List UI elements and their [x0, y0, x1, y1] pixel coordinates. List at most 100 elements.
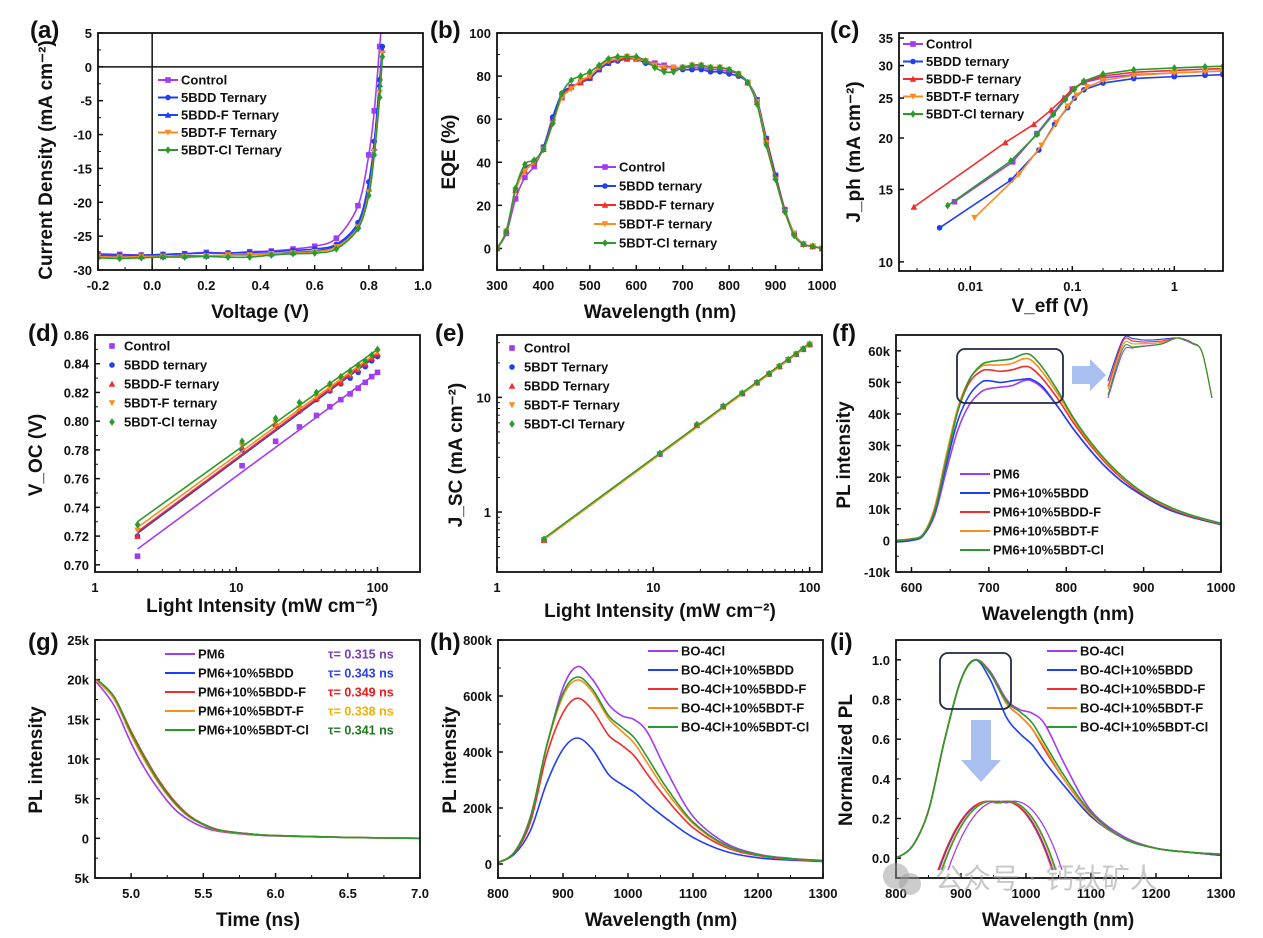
legend-marker: [109, 418, 115, 426]
legend-item: 5BDT-F ternary: [594, 217, 713, 232]
panel-h: (h) 800 900 1000 1100 1200 1300 0 200k 400k 600k 80…: [430, 629, 837, 931]
data-point: [203, 252, 210, 261]
x-tick-label: 1: [91, 580, 98, 595]
legend-marker: [108, 380, 116, 387]
data-point: [371, 151, 378, 159]
series-d-4: [134, 345, 381, 529]
y-tick-label: 0.72: [64, 529, 89, 544]
x-tick-label: 800: [718, 278, 740, 293]
data-point: [355, 361, 361, 369]
data-point: [717, 68, 723, 75]
data-point: [1073, 92, 1080, 99]
x-tick-label: 0.1: [1063, 279, 1081, 294]
legend-label: Control: [124, 339, 170, 354]
inset-curve: [1107, 337, 1213, 399]
legend-item: PM6+10%5BDT-Cl τ= 0.341 ns: [165, 723, 394, 738]
data-point: [371, 108, 378, 114]
data-point: [785, 355, 792, 364]
zoom-region-box: [956, 348, 1064, 404]
legend-item: 5BDT-Cl Ternary: [158, 143, 283, 158]
data-point: [268, 251, 275, 259]
x-tick-label: 5.5: [194, 886, 212, 901]
legend-item: Control: [109, 339, 170, 354]
data-point: [944, 201, 951, 210]
data-point: [971, 214, 978, 222]
x-tick-label: 800: [487, 886, 509, 901]
data-point: [362, 379, 369, 386]
data-point: [567, 86, 575, 93]
y-tick-label: -10k: [864, 565, 891, 580]
legend-marker: [109, 362, 115, 368]
axes-frame: [94, 334, 421, 573]
x-tick-label: 1000: [808, 278, 837, 293]
data-point: [670, 67, 677, 76]
legend-label: 5BDD ternary: [124, 358, 208, 373]
legend-marker: [602, 183, 608, 189]
y-tick-label: 40: [477, 155, 491, 170]
x-tick-label: 900: [1133, 580, 1155, 595]
data-point: [1015, 171, 1023, 178]
legend-item: 5BDT-F Ternary: [508, 398, 621, 413]
series-line: [896, 658, 1221, 859]
data-point: [717, 63, 723, 72]
legend-marker: [601, 221, 609, 228]
panel-label-d: (d): [28, 320, 59, 347]
legend-item: PM6+10%5BDT-Cl: [960, 543, 1104, 558]
x-tick-label: 1200: [744, 886, 773, 901]
data-point: [806, 340, 813, 348]
legend-item: BO-4Cl+10%5BDD: [648, 663, 794, 678]
y-tick-label: 0.82: [64, 385, 89, 400]
data-point: [776, 362, 783, 371]
legend-item: BO-4Cl+10%5BDD: [1047, 663, 1193, 678]
data-point: [512, 196, 519, 202]
data-point: [559, 89, 565, 98]
zoom-region-box: [939, 652, 1012, 710]
legend-marker: [602, 164, 608, 170]
axes-frame: [97, 32, 424, 271]
axes-frame: [496, 32, 823, 271]
y-axis-label: PL intensity: [440, 706, 461, 814]
x-tick-label: 1000: [614, 886, 643, 901]
legend-item: Control: [594, 160, 665, 175]
data-point: [735, 70, 742, 78]
data-point: [707, 63, 714, 72]
y-tick-label: 0.70: [64, 558, 89, 573]
plot-area-d: [134, 345, 381, 559]
panel-label-c: (c): [830, 17, 859, 44]
legend-item: 5BDD-F ternary: [108, 377, 220, 392]
legend-label: PM6+10%5BDT-Cl: [198, 723, 309, 738]
legend-label: BO-4Cl: [1080, 644, 1124, 659]
x-tick-label: 10: [646, 580, 660, 595]
legend-item: 5BDT-Cl ternay: [109, 415, 218, 430]
data-point: [744, 78, 751, 87]
y-tick-label: 10: [477, 390, 491, 405]
plot-area-e: [540, 340, 813, 545]
legend-marker: [165, 77, 171, 83]
data-point: [541, 535, 547, 543]
panel-label-a: (a): [30, 17, 59, 44]
y-tick-label: -20: [73, 195, 92, 210]
data-point: [522, 160, 528, 169]
plot-area-i: [896, 658, 1221, 859]
series-line: [498, 676, 823, 864]
fit-line: [137, 348, 378, 523]
x-axis-label: Light Intensity (mW cm⁻²): [146, 596, 378, 617]
legend-marker: [910, 41, 916, 47]
x-tick-label: 400: [533, 278, 555, 293]
fit-line: [543, 342, 811, 539]
series-line: [973, 70, 1223, 219]
data-point: [633, 52, 640, 61]
fit-line: [543, 343, 811, 541]
data-point: [338, 396, 344, 403]
series-line: [498, 697, 823, 864]
data-point: [272, 438, 279, 445]
data-point: [754, 378, 760, 387]
legend-item: PM6+10%5BDT-F τ= 0.338 ns: [165, 704, 394, 719]
y-tick-label: 50k: [868, 375, 890, 390]
legend-e: Control 5BDT Ternary 5BDD Ternary 5BDT-F Te…: [508, 341, 626, 432]
fit-line: [137, 354, 378, 534]
arrow-down-icon: [961, 720, 1001, 782]
data-point: [1034, 130, 1040, 139]
x-tick-label: 0.2: [197, 278, 215, 293]
